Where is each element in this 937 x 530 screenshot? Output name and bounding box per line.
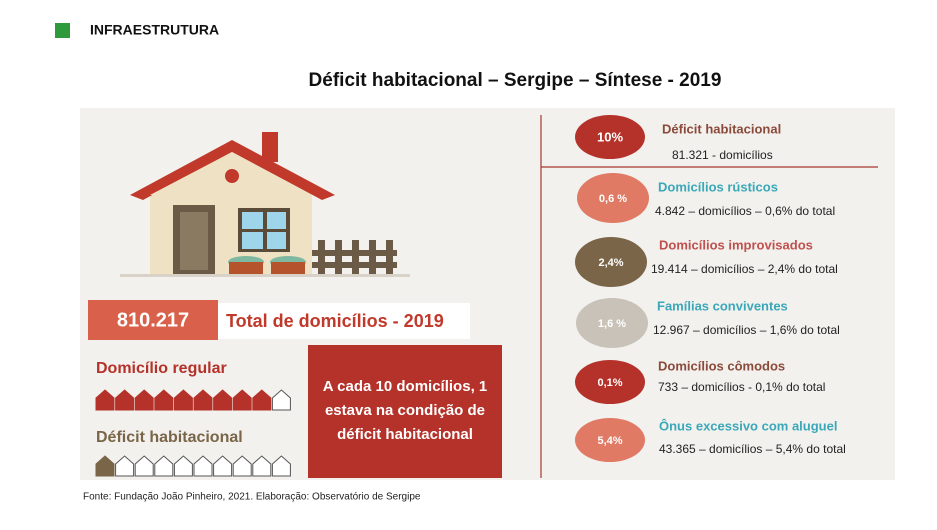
percent-label: 10% — [597, 129, 623, 144]
slide-title: Déficit habitacional – Sergipe – Síntese… — [309, 70, 722, 91]
item-detail: 12.967 – domicílios – 1,6% do total — [653, 323, 840, 337]
item-detail: 733 – domicílios - 0,1% do total — [658, 380, 825, 394]
item-title: Domicílios improvisados — [659, 237, 813, 252]
item-detail: 19.414 – domicílios – 2,4% do total — [651, 262, 838, 276]
percent-label: 2,4% — [598, 257, 623, 269]
callout-line: A cada 10 domicílios, 1 — [323, 378, 488, 395]
header-title: INFRAESTRUTURA — [90, 22, 219, 38]
percent-label: 1,6 % — [598, 318, 626, 330]
item-title: Domicílios rústicos — [658, 179, 778, 194]
regular-label: Domicílio regular — [96, 360, 227, 377]
percent-label: 5,4% — [597, 435, 622, 447]
page: INFRAESTRUTURA Déficit habitacional – Se… — [0, 0, 937, 530]
slide: INFRAESTRUTURA Déficit habitacional – Se… — [0, 0, 937, 530]
source: Fonte: Fundação João Pinheiro, 2021. Ela… — [83, 492, 421, 503]
item-title: Famílias conviventes — [657, 298, 788, 313]
deficit-label: Déficit habitacional — [96, 429, 243, 446]
percent-label: 0,1% — [597, 377, 622, 389]
percent-label: 0,6 % — [599, 193, 627, 205]
callout-line: déficit habitacional — [337, 426, 473, 443]
item-detail: 43.365 – domicílios – 5,4% do total — [659, 442, 846, 456]
item-detail: 81.321 - domicílios — [672, 148, 773, 162]
header-marker — [55, 23, 70, 38]
item-title: Déficit habitacional — [662, 121, 781, 136]
total-label: Total de domicílios - 2019 — [226, 311, 444, 331]
callout-line: estava na condição de — [325, 402, 485, 419]
total-value: 810.217 — [117, 309, 189, 331]
item-title: Domicílios cômodos — [658, 358, 785, 373]
item-detail: 4.842 – domicílios – 0,6% do total — [655, 204, 835, 218]
item-title: Ônus excessivo com aluguel — [659, 418, 837, 433]
